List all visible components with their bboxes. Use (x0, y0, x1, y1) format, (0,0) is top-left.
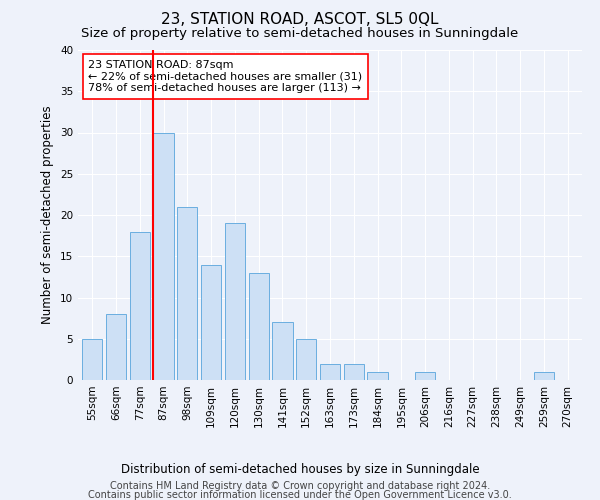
Bar (154, 132, 173, 380)
Text: Contains HM Land Registry data © Crown copyright and database right 2024.: Contains HM Land Registry data © Crown c… (110, 481, 490, 491)
Bar (225, 223, 245, 380)
Bar (367, 372, 388, 380)
Bar (272, 322, 293, 380)
Text: 23, STATION ROAD, ASCOT, SL5 0QL: 23, STATION ROAD, ASCOT, SL5 0QL (161, 12, 439, 28)
Text: Distribution of semi-detached houses by size in Sunningdale: Distribution of semi-detached houses by … (121, 462, 479, 475)
Bar (415, 372, 435, 380)
Bar (130, 232, 150, 380)
Text: Contains public sector information licensed under the Open Government Licence v3: Contains public sector information licen… (88, 490, 512, 500)
Y-axis label: Number of semi-detached properties: Number of semi-detached properties (41, 106, 55, 324)
Text: 23 STATION ROAD: 87sqm
← 22% of semi-detached houses are smaller (31)
78% of sem: 23 STATION ROAD: 87sqm ← 22% of semi-det… (88, 60, 362, 93)
Bar (248, 273, 269, 380)
Bar (320, 364, 340, 380)
Bar (106, 314, 126, 380)
Bar (296, 339, 316, 380)
Bar (177, 207, 197, 380)
Text: Size of property relative to semi-detached houses in Sunningdale: Size of property relative to semi-detach… (82, 28, 518, 40)
Bar (82, 339, 103, 380)
Bar (201, 264, 221, 380)
Bar (344, 364, 364, 380)
Bar (534, 372, 554, 380)
